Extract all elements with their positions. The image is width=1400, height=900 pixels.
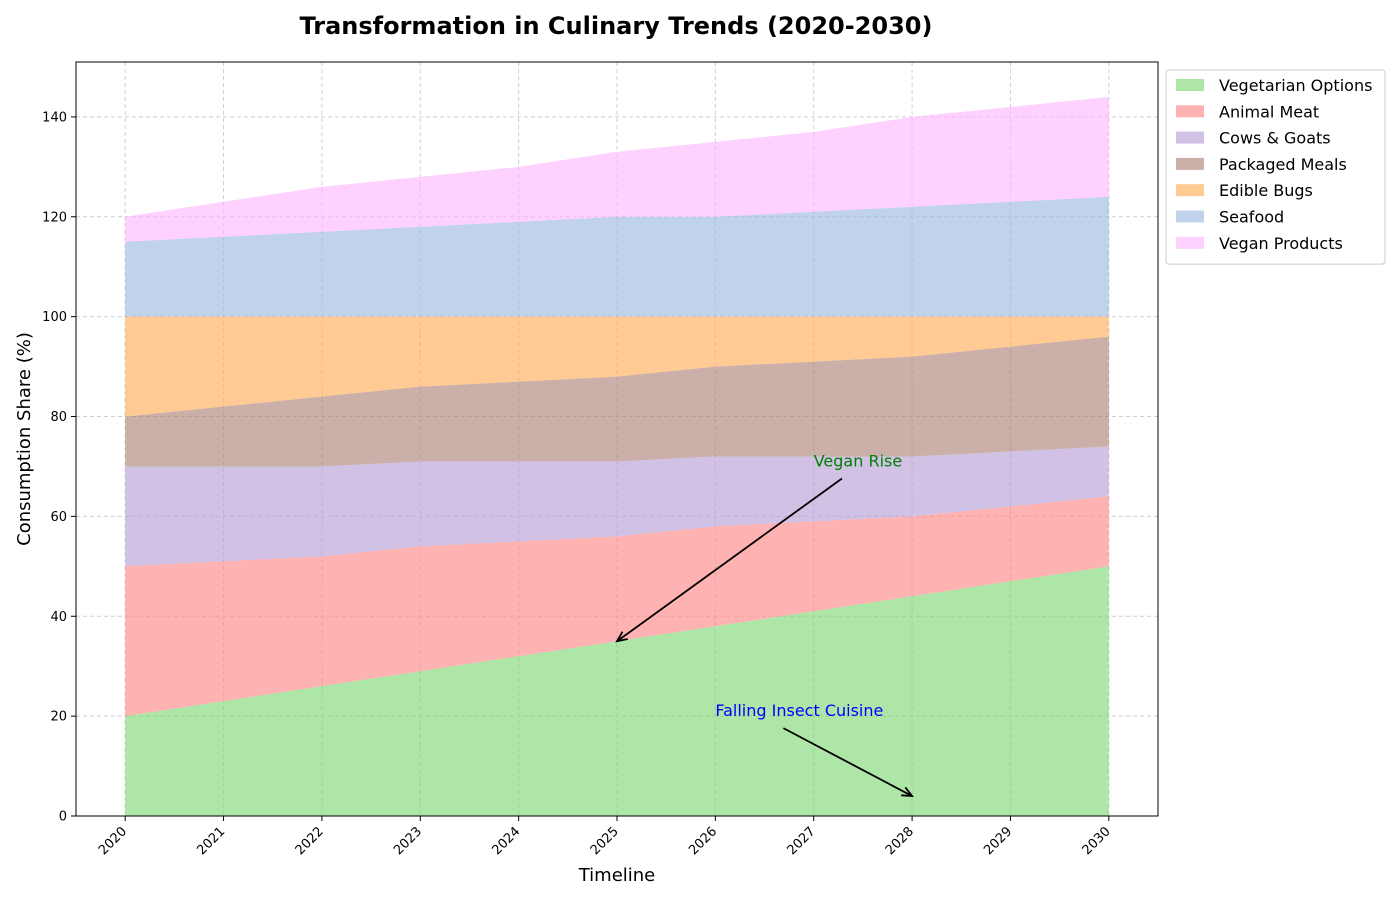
legend-label-seafood: Seafood [1219, 208, 1284, 227]
chart-title: Transformation in Culinary Trends (2020-… [300, 12, 933, 40]
y-tick-label-0: 0 [59, 810, 67, 825]
legend-swatch-vegan-products [1176, 236, 1204, 249]
y-tick-label-60: 60 [50, 510, 67, 525]
legend-swatch-edible-bugs [1176, 184, 1204, 197]
x-axis-label: Timeline [578, 865, 656, 886]
x-tick-label-2021: 2021 [194, 824, 228, 858]
area-seafood [125, 196, 1109, 317]
legend-swatch-seafood [1176, 210, 1204, 223]
legend-box [1165, 69, 1386, 265]
x-tick-label-2025: 2025 [588, 824, 622, 858]
area-cows-goats [125, 446, 1109, 567]
y-tick-label-40: 40 [50, 610, 67, 625]
y-axis-label: Consumption Share (%) [14, 332, 35, 546]
area-edible-bugs [125, 316, 1109, 417]
legend: Vegetarian Options Animal Meat Cows & Goat… [1165, 69, 1386, 265]
annotation-vegan-rise: Vegan Rise [814, 451, 902, 470]
y-tick-label-100: 100 [42, 310, 67, 325]
x-tick-label-2026: 2026 [686, 824, 720, 858]
legend-label-animal-meat: Animal Meat [1219, 102, 1319, 121]
annotation-arrowhead-vegan-rise [615, 631, 628, 643]
annotation-falling-insect-cuisine: Falling Insect Cuisine [715, 701, 883, 720]
legend-label-edible-bugs: Edible Bugs [1219, 181, 1313, 200]
area-animal-meat [125, 496, 1109, 717]
legend-swatch-vegetarian-options [1176, 79, 1204, 91]
x-tick-label-2020: 2020 [96, 824, 130, 858]
legend-label-packaged-meals: Packaged Meals [1219, 155, 1347, 174]
annotations: Vegan Rise Falling Insect Cuisine [615, 451, 915, 798]
legend-label-vegan-products: Vegan Products [1219, 234, 1343, 253]
legend-label-vegetarian-options: Vegetarian Options [1219, 76, 1372, 95]
x-axis: 2020 2021 2022 2023 2024 2025 2026 2027 2028 2029… [96, 816, 1114, 858]
y-tick-label-140: 140 [42, 110, 67, 125]
area-vegetarian-options [125, 566, 1109, 816]
legend-swatch-cows-goats [1176, 131, 1204, 144]
legend-label-cows-goats: Cows & Goats [1219, 129, 1331, 148]
y-axis: 0 20 40 60 80 100 120 140 [42, 110, 76, 825]
x-tick-label-2024: 2024 [489, 824, 523, 858]
area-vegan-products [125, 96, 1109, 242]
x-tick-label-2027: 2027 [785, 824, 819, 858]
x-tick-label-2029: 2029 [981, 824, 1015, 858]
legend-swatch-animal-meat [1176, 105, 1204, 118]
area-packaged-meals [125, 336, 1109, 467]
x-tick-label-2023: 2023 [391, 824, 425, 858]
annotation-arrowhead-falling-insect-cuisine [901, 786, 915, 798]
x-tick-label-2030: 2030 [1080, 824, 1114, 858]
y-tick-label-20: 20 [50, 710, 67, 725]
area-series [125, 96, 1109, 816]
legend-swatch-packaged-meals [1176, 157, 1204, 170]
annotation-arrow-vegan-rise [616, 477, 843, 642]
x-tick-label-2028: 2028 [883, 824, 917, 858]
y-tick-label-120: 120 [42, 210, 67, 225]
x-tick-label-2022: 2022 [293, 824, 327, 858]
y-tick-label-80: 80 [50, 410, 67, 425]
annotation-arrow-falling-insect-cuisine [782, 727, 913, 797]
